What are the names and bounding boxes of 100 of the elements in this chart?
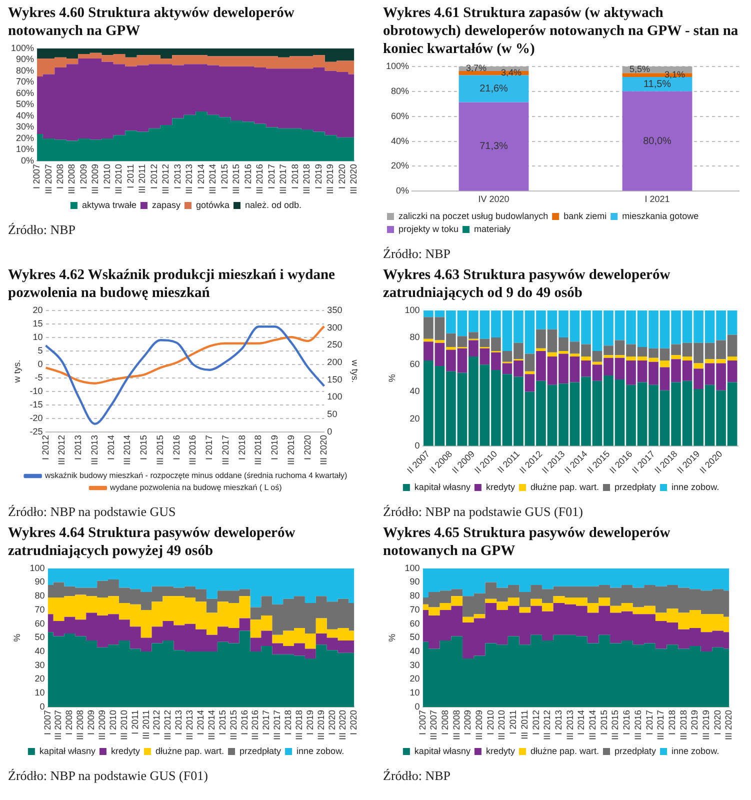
- data-label: 80,0%: [643, 136, 672, 147]
- legend-label: przedpłaty: [614, 482, 657, 492]
- x-tick-label: I 2019: [270, 434, 280, 460]
- x-tick-label: I 2020: [336, 164, 347, 190]
- x-tick-label: I 2010: [485, 710, 496, 736]
- chart-title: Wykres 4.63 Struktura pasywów deweloperów zatrudniających od 9 do 49 osób: [383, 266, 672, 302]
- line-series: [44, 326, 326, 425]
- y-tick-label: 0%: [21, 155, 34, 166]
- y-tick-label: 40%: [16, 110, 34, 120]
- y2-axis-title: w tys.: [350, 358, 360, 383]
- x-tick-label: III 2015: [228, 710, 238, 740]
- y-tick-label: 80: [410, 332, 420, 342]
- x-tick-label: III 2020: [318, 434, 329, 466]
- x-tick-label: I 2021: [644, 194, 670, 204]
- x-tick-label: III 2017: [656, 710, 666, 740]
- x-tick-label: I 2014: [195, 710, 206, 736]
- x-tick-label: I 2009: [78, 164, 88, 190]
- x-tick-label: I 2020: [712, 710, 722, 736]
- x-tick-label: I 2012: [40, 434, 50, 460]
- bar: [458, 75, 529, 102]
- x-tick-label: III 2011: [140, 710, 151, 740]
- x-tick-label: III 2018: [678, 710, 688, 740]
- x-tick-label: III 2013: [564, 710, 575, 740]
- x-tick-label: I 2017: [261, 710, 272, 736]
- legend-label: kapitał własny: [414, 482, 471, 492]
- x-tick-label: I 2010: [102, 164, 112, 190]
- x-tick-label: I 2015: [217, 710, 228, 736]
- text: Źródło: NBP: [383, 768, 452, 784]
- y-tick-label: 0: [38, 358, 43, 369]
- legend-label: zapasy: [152, 200, 181, 210]
- x-tick-label: III 2007: [53, 710, 64, 740]
- y-tick-label: 30%: [16, 122, 34, 132]
- x-tick-label: I 2011: [125, 164, 136, 188]
- y-tick-label: 20: [410, 674, 420, 684]
- x-tick-label: III 2007: [428, 710, 439, 740]
- chart-title: Wykres 4.62 Wskaźnik produkcji mieszkań i wydane pozwolenia na budowę mieszkań: [8, 266, 336, 302]
- y2-tick-label: 0: [327, 426, 332, 436]
- y-tick-label: -25: [30, 426, 43, 436]
- x-tick-label: I 2017: [266, 164, 276, 190]
- x-tick-label: I 2018: [283, 710, 294, 736]
- x-tick-label: III 2014: [206, 710, 216, 740]
- legend-label: należ. od odb.: [245, 200, 302, 210]
- x-tick-label: I 2012: [152, 710, 162, 736]
- legend-label: gotówka: [196, 200, 230, 210]
- y-tick-label: 0%: [396, 186, 410, 196]
- y-tick-label: 70: [410, 604, 420, 614]
- y-tick-label: -15: [30, 399, 43, 410]
- y-tick-label: 5: [38, 345, 43, 356]
- x-tick-label: I 2009: [86, 710, 96, 736]
- y-tick-label: 20: [410, 413, 420, 424]
- x-tick-label: III 2009: [474, 710, 484, 740]
- x-tick-label: III 2017: [278, 164, 288, 194]
- y-tick-label: 30: [410, 660, 420, 670]
- y-tick-label: 40: [34, 646, 45, 656]
- y-tick-label: 60: [410, 618, 420, 628]
- y-tick-label: 70: [34, 604, 45, 614]
- bar: [694, 363, 704, 369]
- x-tick-label: I 2015: [219, 164, 230, 190]
- x-tick-label: I 2007: [417, 710, 428, 736]
- x-tick-label: I 2018: [290, 164, 300, 190]
- x-tick-label: III 2011: [519, 710, 530, 740]
- x-tick-label: I 2017: [204, 434, 214, 460]
- x-tick-label: III 2018: [302, 164, 312, 194]
- legend-label: przedpłaty: [614, 746, 657, 756]
- x-tick-label: I 2010: [108, 710, 118, 736]
- legend-label: inne zobow.: [672, 482, 720, 492]
- x-tick-label: I 2011: [130, 710, 140, 734]
- legend-label: kredyty: [486, 746, 516, 756]
- x-tick-label: I 2008: [55, 164, 65, 190]
- y-tick-label: 40: [410, 386, 420, 396]
- legend-label: materiały: [474, 224, 512, 234]
- x-tick-label: III 2019: [700, 710, 711, 740]
- x-tick-label: I 2020: [326, 710, 337, 736]
- y-tick-label: 20: [34, 674, 45, 684]
- x-tick-label: I 2019: [690, 710, 700, 736]
- x-tick-label: I 2018: [666, 710, 677, 736]
- chart-title: Wykres 4.60 Struktura aktywów deweloperów notowanych na GPW: [8, 4, 296, 40]
- bar: [536, 348, 546, 352]
- x-tick-label: I 2014: [106, 434, 116, 460]
- x-tick-label: III 2014: [122, 434, 132, 466]
- legend-label: kredyty: [110, 746, 140, 756]
- y2-tick-label: 150: [327, 374, 342, 384]
- y-tick-label: 40: [410, 646, 420, 656]
- x-tick-label: III 2012: [160, 164, 171, 194]
- x-tick-label: I 2020: [348, 710, 359, 736]
- chart-title: Wykres 4.61 Struktura zapasów (w aktywach obrotowych) deweloperów notowanych na GPW - stan na koniec kwartałów (w %): [383, 4, 740, 58]
- x-tick-label: III 2010: [114, 164, 124, 194]
- y-tick-label: 10: [32, 332, 43, 342]
- y-tick-label: -20: [30, 412, 43, 423]
- data-label: 71,3%: [480, 141, 508, 152]
- x-tick-label: III 2014: [588, 710, 598, 740]
- x-tick-label: I 2007: [32, 164, 42, 190]
- x-tick-label: III 2011: [137, 164, 148, 194]
- x-tick-label: III 2019: [325, 164, 336, 194]
- x-tick-label: III 2016: [632, 710, 643, 740]
- data-label: 21,6%: [480, 83, 508, 94]
- y-axis-title: w tys.: [12, 360, 22, 384]
- y-tick-label: 20%: [16, 132, 34, 143]
- y-axis-title: %: [386, 374, 397, 382]
- y-tick-label: 40%: [391, 136, 410, 146]
